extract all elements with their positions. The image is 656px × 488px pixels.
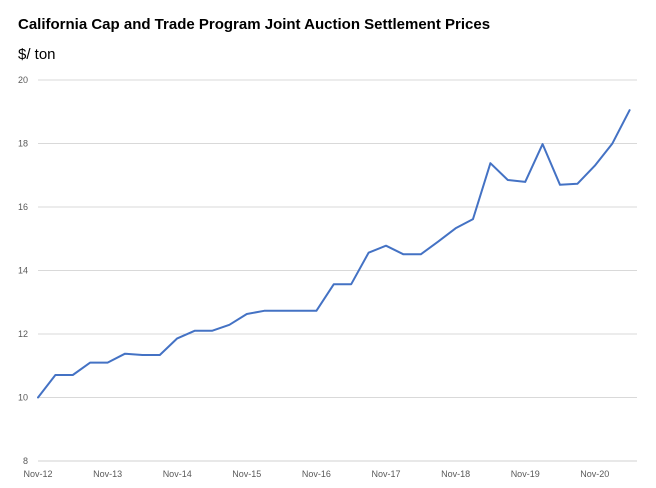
x-tick-label: Nov-16 <box>302 469 331 479</box>
y-tick-label: 20 <box>18 75 28 85</box>
y-tick-label: 12 <box>18 329 28 339</box>
chart-title: California Cap and Trade Program Joint A… <box>18 16 491 33</box>
x-tick-label: Nov-18 <box>441 469 470 479</box>
x-tick-label: Nov-13 <box>93 469 122 479</box>
y-tick-label: 8 <box>23 456 28 466</box>
x-tick-label: Nov-17 <box>371 469 400 479</box>
x-tick-label: Nov-19 <box>511 469 540 479</box>
y-axis-ticks: 8 10 12 14 16 18 20 <box>18 75 28 466</box>
x-tick-label: Nov-14 <box>163 469 192 479</box>
series-line <box>37 109 631 399</box>
x-tick-label: Nov-12 <box>23 469 52 479</box>
x-axis-ticks: Nov-12 Nov-13 Nov-14 Nov-15 Nov-16 Nov-17 Nov-… <box>23 469 609 479</box>
x-tick-label: Nov-15 <box>232 469 261 479</box>
y-tick-label: 16 <box>18 202 28 212</box>
y-axis-label: $/ ton <box>18 46 56 63</box>
x-tick-label: Nov-20 <box>580 469 609 479</box>
series-group <box>37 109 631 399</box>
y-tick-label: 14 <box>18 266 28 276</box>
grid-lines <box>38 79 637 462</box>
y-tick-label: 10 <box>18 393 28 403</box>
y-tick-label: 18 <box>18 139 28 149</box>
